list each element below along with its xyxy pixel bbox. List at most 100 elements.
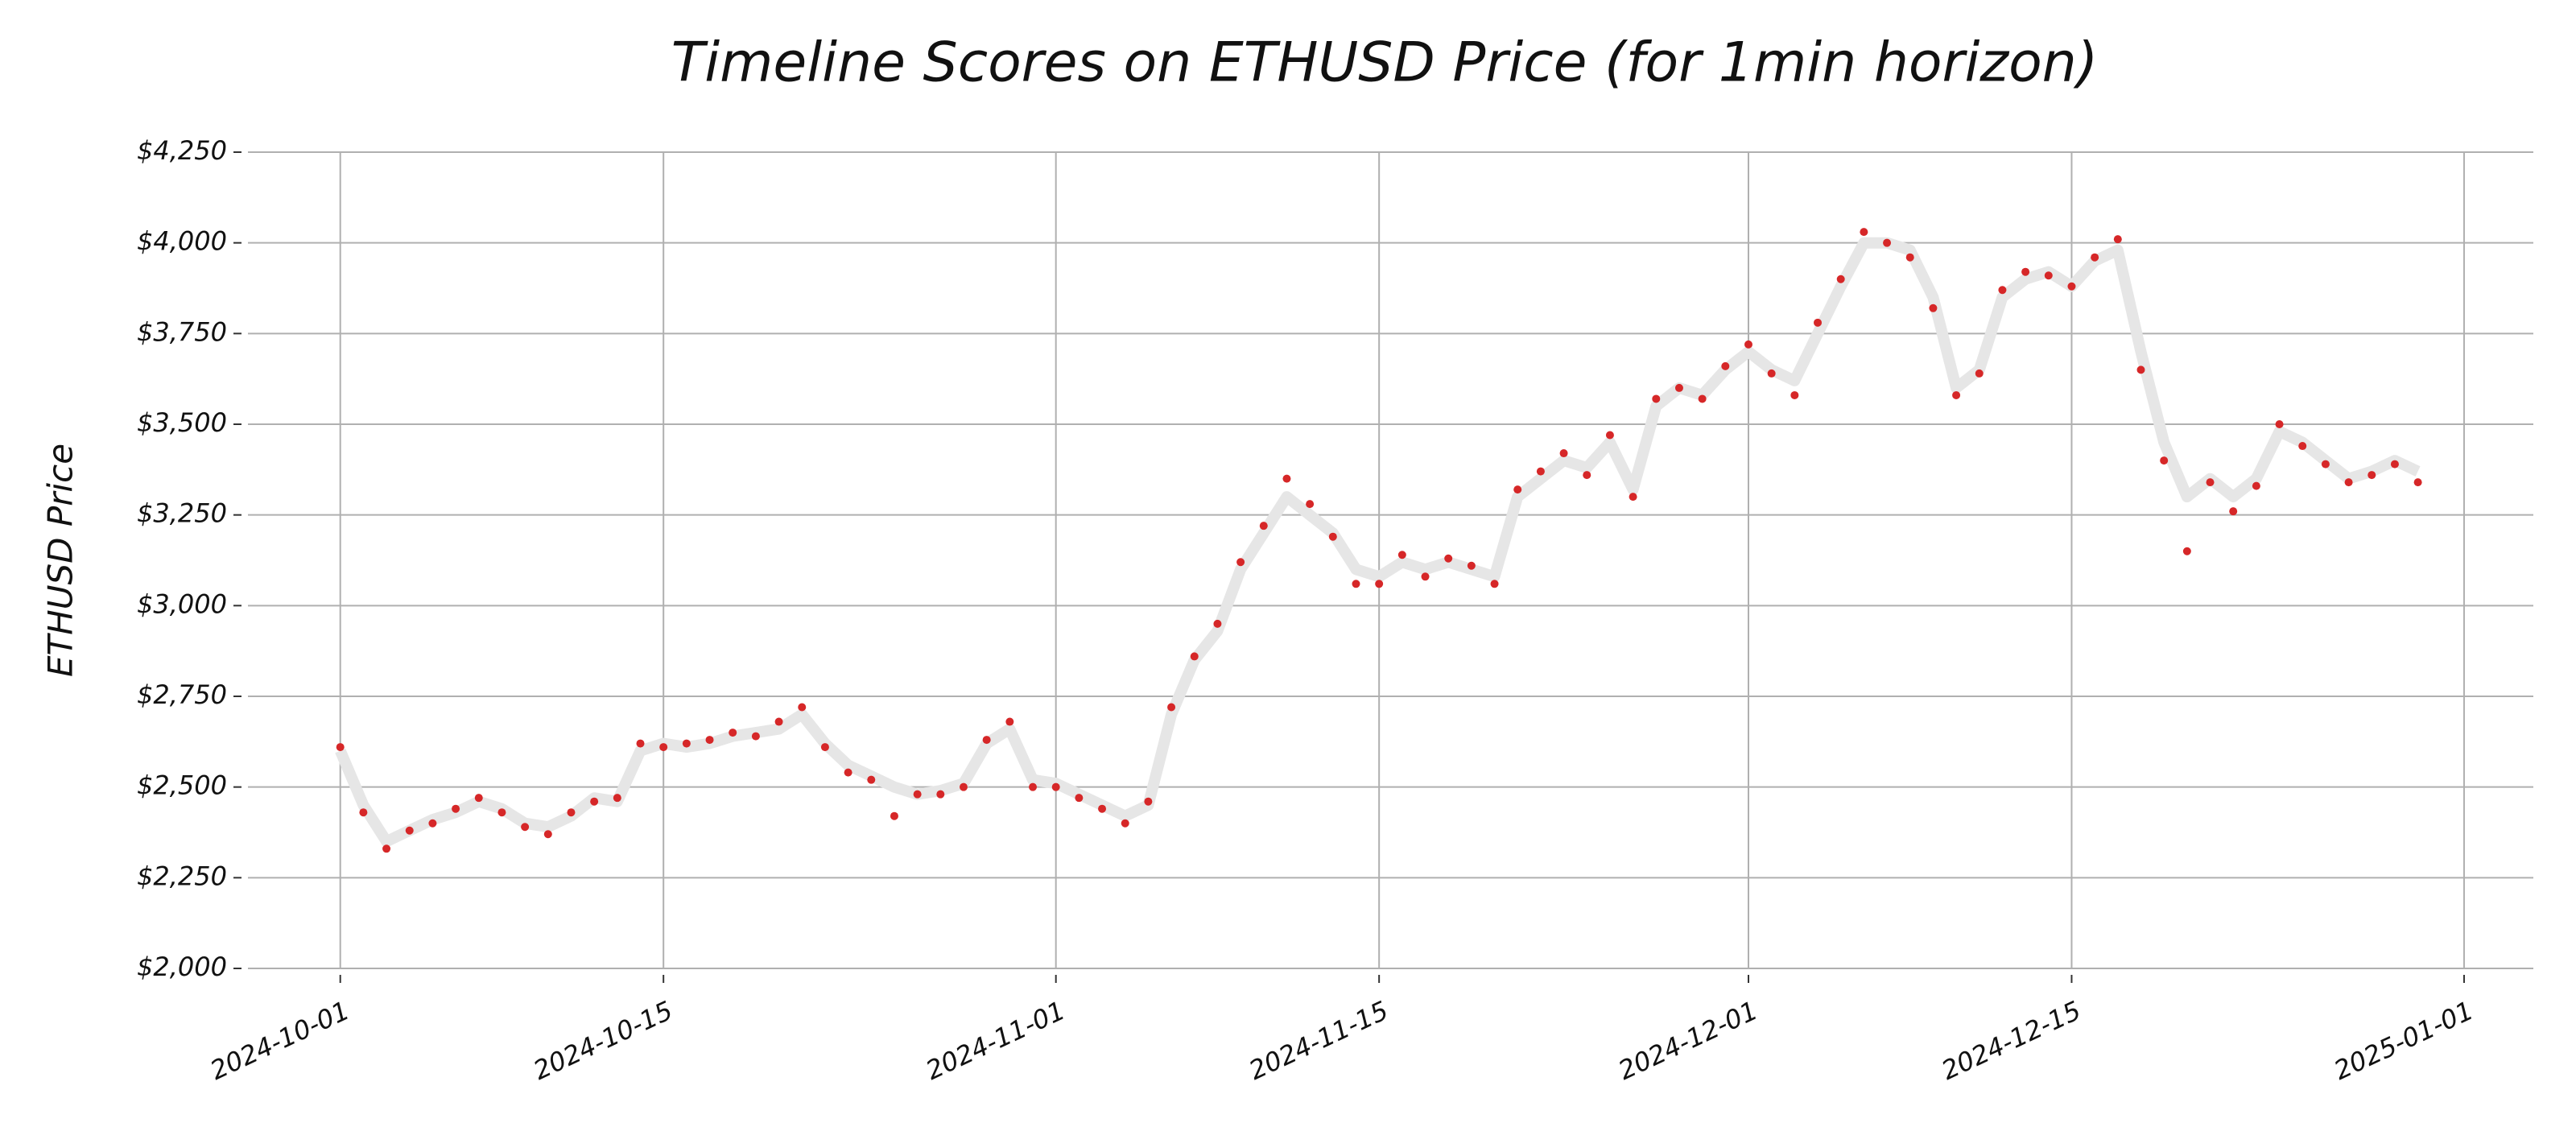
score-point (659, 743, 668, 752)
score-point (1767, 369, 1776, 378)
score-point (452, 804, 460, 813)
score-point (1814, 318, 1823, 327)
score-point (1121, 819, 1129, 828)
score-point (798, 703, 807, 712)
score-point (2136, 365, 2145, 374)
score-point (1375, 580, 1384, 588)
score-point (1075, 794, 1084, 803)
score-point (567, 808, 576, 817)
score-point (1536, 467, 1545, 476)
score-point (1029, 782, 1038, 791)
score-point (1860, 228, 1868, 237)
y-tick-label: $4,000 (137, 226, 227, 257)
x-tick-label: 2024-12-01 (1614, 995, 1763, 1086)
score-point (2160, 456, 2169, 465)
score-point (867, 775, 876, 784)
x-tick-label: 2024-11-01 (921, 995, 1070, 1086)
y-tick-label: $2,250 (137, 861, 227, 891)
score-point (1629, 493, 1637, 502)
score-point (405, 826, 414, 835)
score-point (1236, 558, 1245, 567)
score-point (1259, 522, 1268, 530)
score-point (844, 768, 852, 777)
score-point (1098, 804, 1107, 813)
score-point (613, 794, 621, 803)
score-point (1051, 782, 1060, 791)
score-point (2182, 547, 2191, 555)
score-point (474, 794, 483, 803)
y-tick-label: $3,500 (137, 407, 227, 438)
score-point (2298, 442, 2307, 451)
score-point (1559, 449, 1568, 458)
score-point (1583, 471, 1591, 480)
score-point (1005, 717, 1014, 726)
score-point (1144, 797, 1153, 806)
score-point (1490, 580, 1499, 588)
score-point (1674, 383, 1683, 392)
score-point (2321, 460, 2330, 469)
score-point (729, 729, 737, 737)
score-point (2275, 420, 2284, 428)
x-tick-label: 2024-10-01 (205, 995, 354, 1086)
x-tick-label: 2024-10-15 (529, 995, 678, 1086)
score-point (705, 736, 714, 745)
score-point (2390, 460, 2399, 469)
score-point (751, 732, 760, 741)
score-point (2344, 478, 2353, 487)
score-point (521, 823, 530, 832)
score-point (1167, 703, 1176, 712)
score-point (428, 819, 437, 828)
score-point (1905, 253, 1914, 262)
x-tick-label: 2024-11-15 (1245, 995, 1393, 1086)
y-tick-label: $2,000 (137, 952, 227, 982)
score-point (1721, 361, 1730, 370)
y-tick-label: $3,250 (137, 498, 227, 529)
score-point (2206, 478, 2215, 487)
score-point (1444, 554, 1453, 563)
score-point (959, 782, 968, 791)
score-point (1282, 474, 1291, 483)
score-point (1421, 572, 1430, 581)
chart-title: Timeline Scores on ETHUSD Price (for 1mi… (671, 31, 2099, 95)
score-point (1698, 394, 1707, 403)
grid (248, 151, 2533, 969)
score-point (2067, 282, 2076, 291)
score-point (636, 739, 645, 748)
score-point (1744, 340, 1752, 349)
score-point (590, 797, 599, 806)
score-point (1975, 369, 1984, 378)
score-point (936, 790, 945, 799)
score-point (1998, 286, 2007, 295)
score-point (1652, 394, 1661, 403)
score-point (1929, 303, 1938, 312)
score-point (1605, 431, 1614, 440)
score-point (774, 717, 783, 726)
y-tick-label: $3,750 (137, 316, 227, 347)
score-point (359, 808, 368, 817)
y-tick-label: $3,000 (137, 588, 227, 619)
score-point (913, 790, 922, 799)
y-tick-label: $2,500 (137, 770, 227, 801)
score-point (890, 811, 898, 820)
score-point (1213, 619, 1222, 628)
score-point (1397, 551, 1406, 559)
score-point (2021, 267, 2030, 276)
score-point (1836, 275, 1845, 283)
score-point (497, 808, 506, 817)
score-point (2229, 507, 2238, 516)
score-point (1952, 390, 1961, 399)
score-point (1190, 652, 1199, 661)
x-tick-label: 2025-01-01 (2330, 995, 2479, 1086)
score-point (2113, 235, 2122, 244)
score-point (982, 736, 991, 745)
score-point (1467, 561, 1476, 570)
score-point (543, 830, 552, 839)
score-point (1790, 390, 1799, 399)
score-point (2368, 471, 2376, 480)
score-point (1513, 485, 1522, 494)
score-point (1328, 532, 1337, 541)
score-point (1352, 580, 1360, 588)
score-point (820, 743, 829, 752)
y-tick-label: $2,750 (137, 679, 227, 710)
